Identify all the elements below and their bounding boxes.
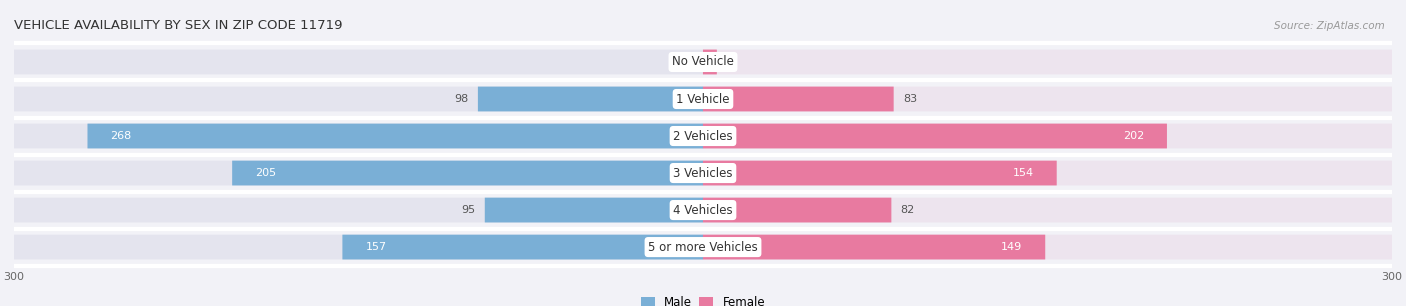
FancyBboxPatch shape	[703, 124, 1392, 148]
FancyBboxPatch shape	[485, 198, 703, 222]
Text: 154: 154	[1012, 168, 1033, 178]
FancyBboxPatch shape	[703, 50, 717, 74]
Text: 3 Vehicles: 3 Vehicles	[673, 166, 733, 180]
FancyBboxPatch shape	[703, 235, 1045, 259]
FancyBboxPatch shape	[703, 198, 891, 222]
FancyBboxPatch shape	[14, 198, 703, 222]
Text: 157: 157	[366, 242, 387, 252]
Legend: Male, Female: Male, Female	[636, 291, 770, 306]
FancyBboxPatch shape	[14, 124, 703, 148]
Text: 2 Vehicles: 2 Vehicles	[673, 129, 733, 143]
FancyBboxPatch shape	[703, 124, 1167, 148]
Text: No Vehicle: No Vehicle	[672, 55, 734, 69]
FancyBboxPatch shape	[703, 198, 1392, 222]
FancyBboxPatch shape	[703, 161, 1057, 185]
FancyBboxPatch shape	[87, 124, 703, 148]
FancyBboxPatch shape	[14, 235, 703, 259]
Text: 149: 149	[1001, 242, 1022, 252]
Text: Source: ZipAtlas.com: Source: ZipAtlas.com	[1274, 21, 1385, 32]
FancyBboxPatch shape	[703, 161, 1392, 185]
FancyBboxPatch shape	[703, 87, 894, 111]
FancyBboxPatch shape	[14, 87, 703, 111]
FancyBboxPatch shape	[343, 235, 703, 259]
Text: 268: 268	[111, 131, 132, 141]
Text: 95: 95	[461, 205, 475, 215]
FancyBboxPatch shape	[232, 161, 703, 185]
Text: 5 or more Vehicles: 5 or more Vehicles	[648, 241, 758, 254]
Text: 0: 0	[686, 57, 693, 67]
Text: 4 Vehicles: 4 Vehicles	[673, 203, 733, 217]
Text: 1 Vehicle: 1 Vehicle	[676, 92, 730, 106]
FancyBboxPatch shape	[14, 161, 703, 185]
FancyBboxPatch shape	[703, 87, 1392, 111]
Text: 98: 98	[454, 94, 468, 104]
FancyBboxPatch shape	[703, 50, 1392, 74]
Text: 202: 202	[1122, 131, 1144, 141]
Text: 205: 205	[256, 168, 277, 178]
FancyBboxPatch shape	[14, 50, 703, 74]
FancyBboxPatch shape	[478, 87, 703, 111]
Text: 6: 6	[725, 57, 733, 67]
Text: 82: 82	[900, 205, 915, 215]
Text: 83: 83	[903, 94, 917, 104]
FancyBboxPatch shape	[703, 235, 1392, 259]
Text: VEHICLE AVAILABILITY BY SEX IN ZIP CODE 11719: VEHICLE AVAILABILITY BY SEX IN ZIP CODE …	[14, 19, 343, 32]
